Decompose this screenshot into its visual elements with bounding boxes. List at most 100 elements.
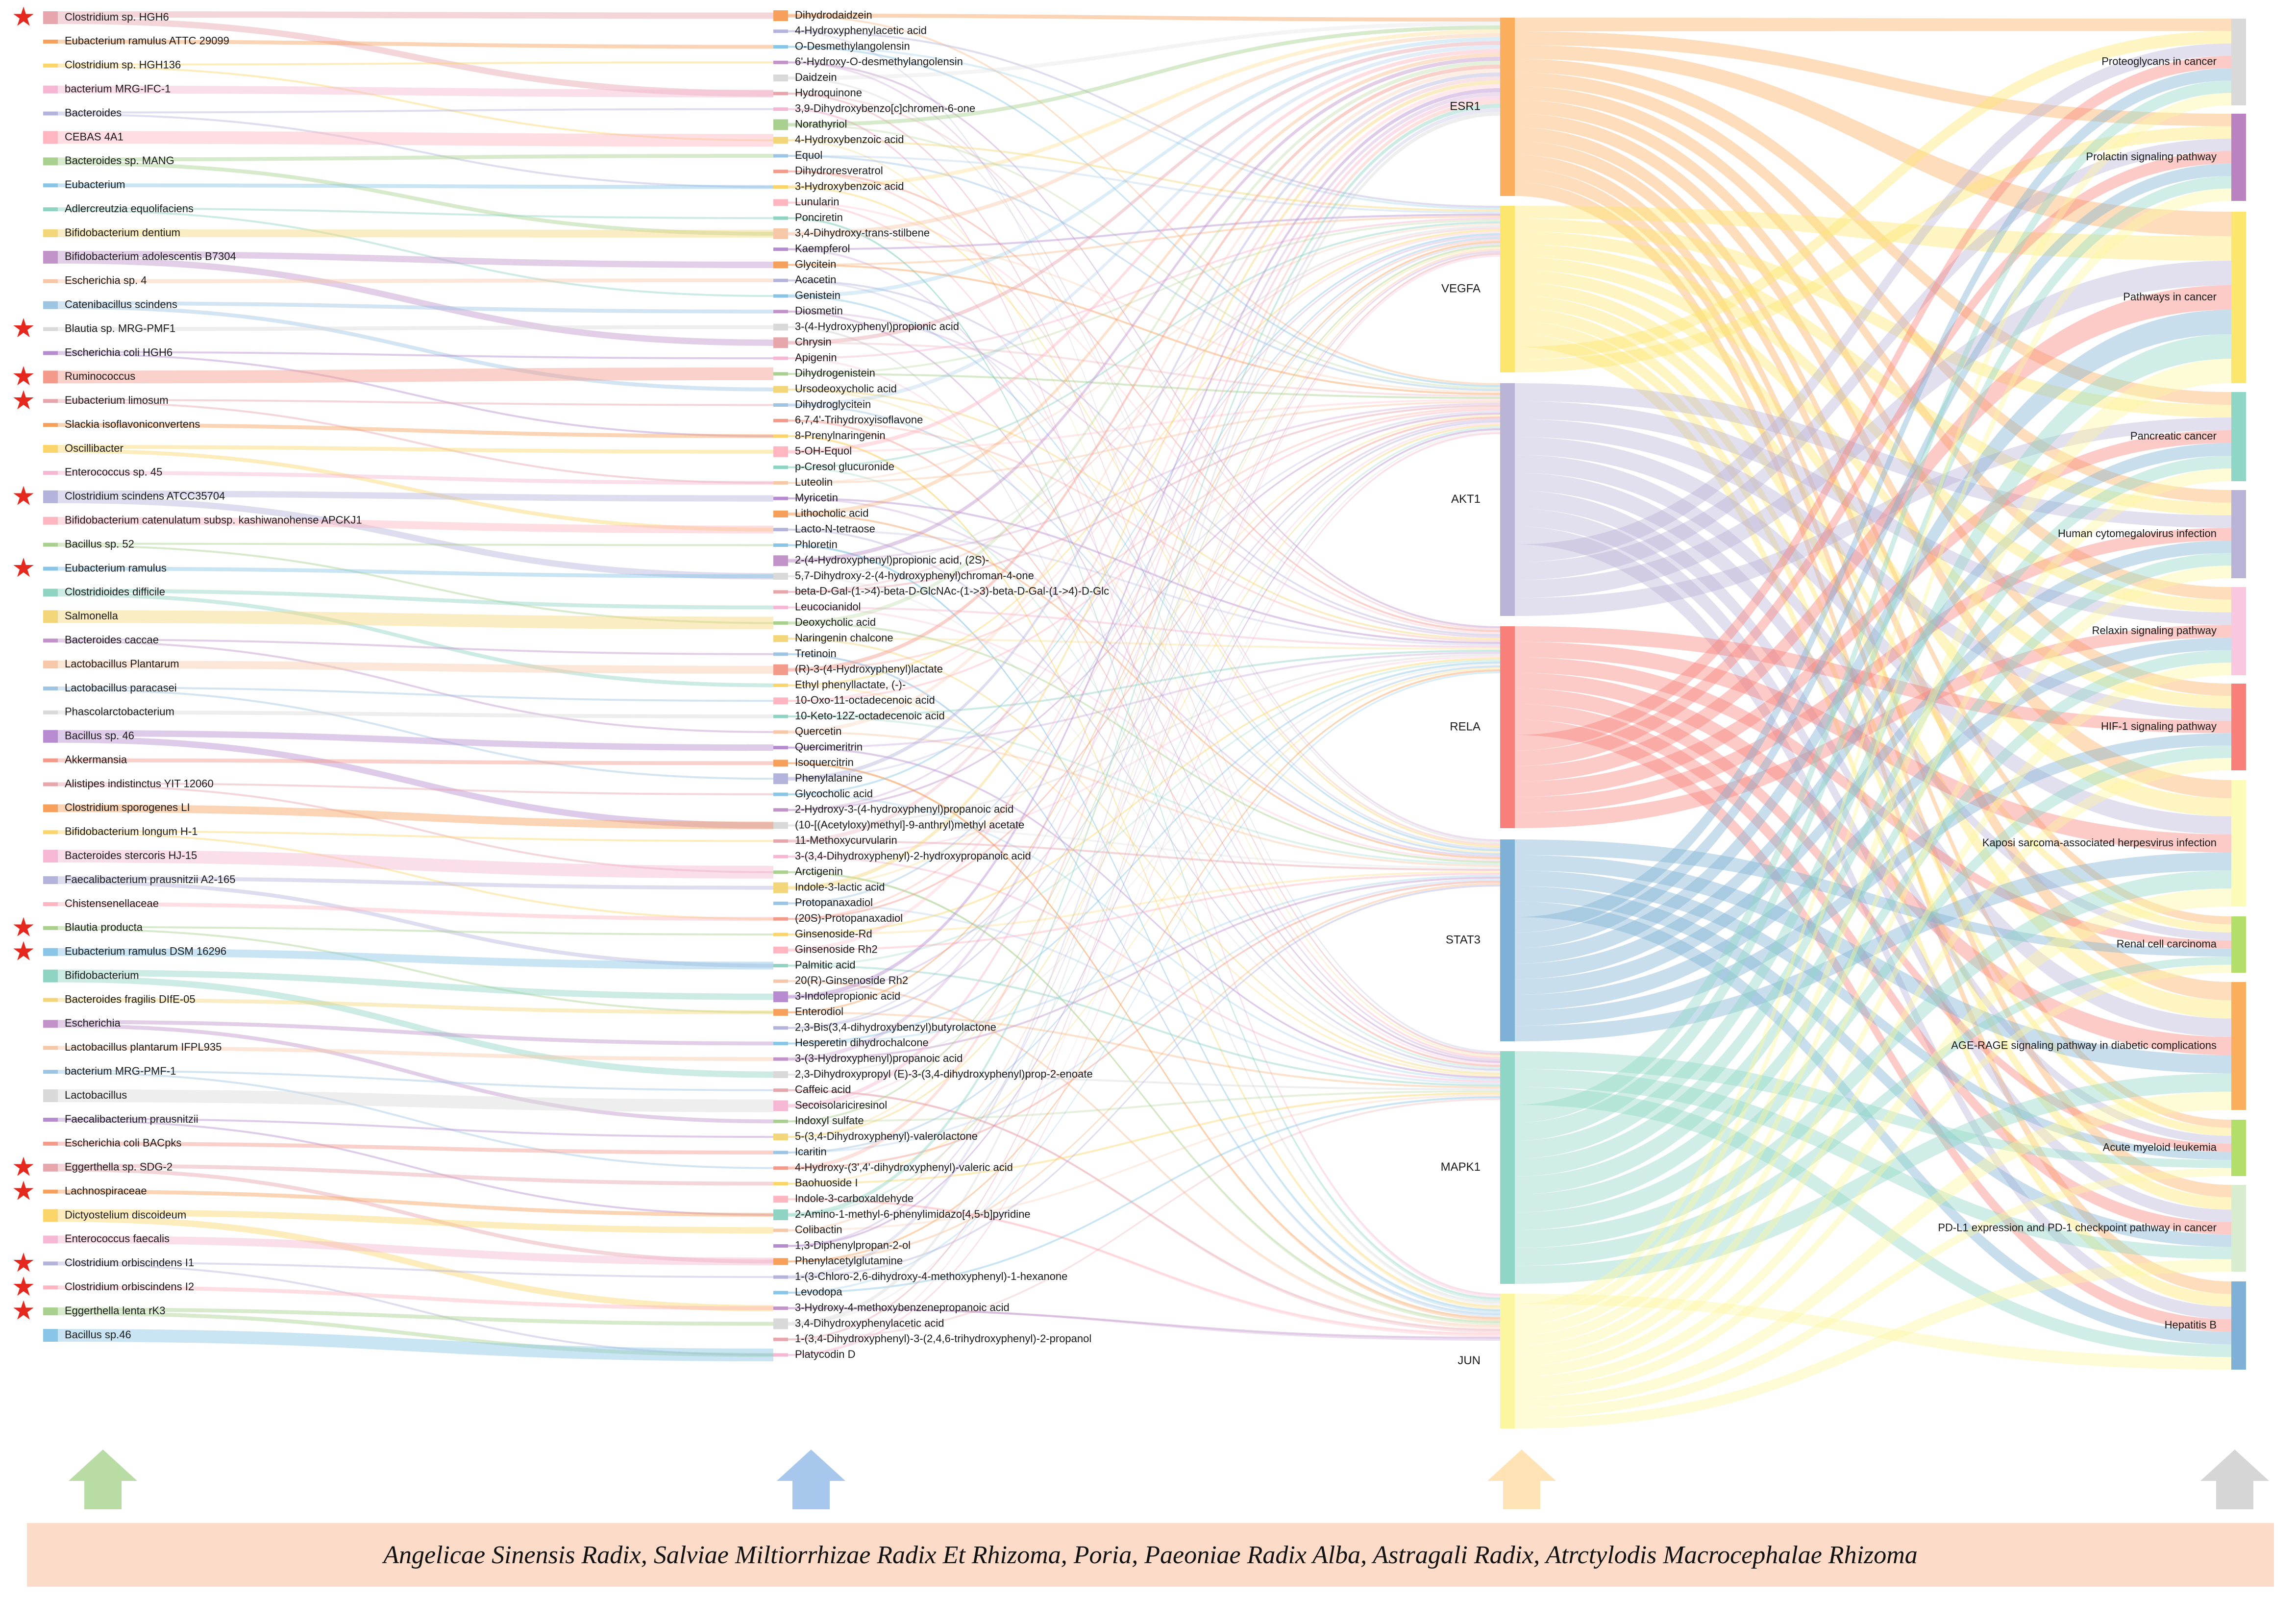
flow-link	[788, 980, 1500, 1329]
flow-link	[58, 305, 773, 392]
metabolite-label: (R)-3-(4-Hydroxyphenyl)lactate	[795, 663, 943, 675]
flow-link	[788, 69, 1500, 734]
flow-link	[788, 1011, 1500, 1088]
flow-link	[788, 428, 1500, 1247]
metabolite-label: Ursodeoxycholic acid	[795, 383, 897, 395]
flow-link	[788, 251, 1500, 1247]
flow-link	[788, 902, 1500, 1084]
flow-link	[1515, 231, 2231, 516]
metabolite-node	[773, 1291, 788, 1295]
flow-link	[1515, 285, 2231, 782]
flow-link	[788, 404, 1500, 855]
flow-link	[58, 969, 773, 1000]
flow-link	[788, 37, 1500, 298]
flow-link	[58, 108, 773, 114]
flow-link	[788, 1094, 1500, 1231]
metabolite-node	[773, 917, 788, 921]
metabolite-label: Dihydrodaidzein	[795, 9, 872, 21]
pathway-label: Hepatitis B	[2165, 1319, 2217, 1331]
metabolite-node	[773, 1318, 788, 1329]
target-label: RELA	[1450, 720, 1481, 733]
metabolite-node	[773, 92, 788, 96]
bacteria-node	[43, 85, 58, 94]
bacteria-label: Eggerthella sp. SDG-2	[65, 1161, 173, 1173]
metabolite-node	[773, 1258, 788, 1265]
flow-link	[788, 100, 1500, 1170]
flow-link	[788, 61, 1500, 625]
flow-link	[788, 528, 1500, 1071]
bacteria-node	[43, 63, 58, 68]
flow-link	[58, 209, 773, 297]
herb-banner: Angelicae Sinensis Radix, Salviae Miltio…	[27, 1523, 2274, 1587]
flow-link	[788, 279, 1500, 636]
flow-link	[788, 964, 1500, 1086]
metabolite-label: Ginsenoside Rh2	[795, 943, 878, 956]
metabolite-label: Myricetin	[795, 492, 838, 504]
metabolite-label: Baohuoside I	[795, 1177, 858, 1189]
bacteria-label: Bifidobacterium	[65, 969, 139, 981]
flow-link	[1515, 45, 2231, 236]
metabolite-label: 3-Indolepropionic acid	[795, 990, 900, 1002]
flow-link	[788, 879, 1500, 1154]
flow-link	[788, 885, 1500, 1278]
flow-link	[788, 220, 1500, 375]
flow-link	[788, 80, 1500, 890]
flow-link	[788, 232, 1500, 393]
bacteria-node	[43, 1329, 58, 1342]
flow-link	[58, 592, 773, 688]
flow-link	[58, 640, 773, 733]
metabolite-node	[773, 621, 788, 625]
flow-links	[58, 11, 2231, 1428]
metabolite-label: Phenylalanine	[795, 772, 863, 784]
flow-link	[1515, 334, 2231, 1159]
bacteria-label: Lactobacillus paracasei	[65, 682, 177, 694]
metabolite-label: Platycodin D	[795, 1348, 856, 1360]
metabolite-label: Quercimeritrin	[795, 740, 863, 753]
flow-link	[788, 435, 1500, 1307]
flow-link	[58, 1307, 773, 1326]
metabolite-label: Chrysin	[795, 336, 832, 348]
metabolite-node	[773, 170, 788, 173]
metabolite-node	[773, 543, 788, 547]
flow-link	[788, 497, 1500, 644]
metabolite-node	[773, 1181, 788, 1185]
flow-link	[1515, 80, 2231, 1123]
flow-link	[58, 1141, 773, 1155]
bacteria-node	[43, 589, 58, 597]
flow-link	[788, 372, 1500, 399]
flow-link	[58, 1024, 773, 1124]
flow-link	[788, 326, 1500, 1303]
flow-link	[1515, 55, 2231, 751]
flow-link	[1515, 855, 2231, 1074]
metabolite-node	[773, 964, 788, 968]
flow-link	[58, 11, 773, 19]
bacteria-label: Faecalibacterium prausnitzii	[65, 1113, 198, 1125]
pathway-node	[2231, 490, 2246, 578]
metabolite-node	[773, 555, 788, 566]
metabolite-node	[773, 418, 788, 422]
flow-link	[58, 610, 773, 630]
bacteria-node	[43, 39, 58, 44]
metabolite-label: Tretinoin	[795, 647, 837, 660]
flow-link	[788, 221, 1500, 468]
bacteria-label: Escherichia coli HGH6	[65, 346, 173, 358]
metabolite-node	[773, 573, 788, 580]
flow-link	[788, 33, 1500, 236]
metabolite-label: Ponciretin	[795, 211, 843, 223]
flow-link	[58, 325, 773, 331]
bacteria-label: Blautia sp. MRG-PMF1	[65, 322, 175, 334]
pathway-label: Acute myeloid leukemia	[2103, 1141, 2217, 1153]
flow-link	[788, 422, 1500, 1107]
metabolite-node	[773, 1209, 788, 1220]
flow-link	[788, 92, 1500, 1061]
metabolite-node	[773, 933, 788, 936]
metabolite-node	[773, 697, 788, 705]
bacteria-node	[43, 183, 58, 188]
flow-link	[1515, 491, 2231, 1144]
flow-link	[1515, 688, 2231, 1152]
flow-link	[1515, 359, 2231, 1335]
flow-link	[788, 401, 1500, 484]
bacteria-label: Escherichia	[65, 1017, 121, 1029]
flow-link	[58, 1163, 773, 1186]
pathway-node	[2231, 1185, 2246, 1272]
